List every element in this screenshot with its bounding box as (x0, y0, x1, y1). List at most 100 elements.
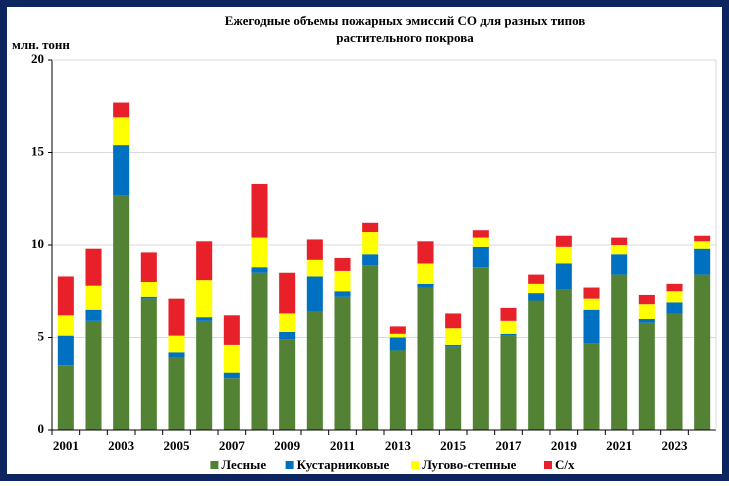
bar-segment (57, 365, 74, 430)
bar-segment (417, 287, 434, 430)
bar-segment (85, 248, 102, 286)
y-tick-label: 20 (31, 51, 44, 66)
bar-segment (306, 276, 323, 312)
bar-segment (57, 276, 74, 316)
bar-segment (694, 235, 711, 242)
bar-segment (583, 343, 600, 430)
bar-segment (334, 257, 351, 271)
bar-segment (555, 235, 572, 247)
bar-segment (113, 117, 130, 146)
bar-segment (694, 241, 711, 249)
bar-segment (638, 304, 655, 319)
legend-label: Лесные (221, 457, 266, 472)
legend-swatch (210, 461, 219, 469)
y-axis-label: млн. тонн (12, 37, 70, 52)
x-tick-label: 2015 (440, 438, 467, 453)
bar-segment (389, 333, 406, 338)
bar-segment (611, 245, 628, 255)
bar-segment (168, 335, 185, 353)
bar-segment (113, 195, 130, 430)
y-tick-label: 15 (31, 143, 45, 158)
bar-segment (334, 270, 351, 292)
bar-segment (389, 326, 406, 334)
bar-segment (445, 344, 462, 347)
y-tick-label: 10 (31, 236, 44, 251)
legend-swatch (544, 461, 552, 469)
bar-segment (196, 317, 213, 321)
bar-segment (500, 320, 517, 334)
bar-segment (417, 263, 434, 284)
bar-segment (362, 232, 379, 255)
x-tick-label: 2019 (551, 438, 578, 453)
bar-segment (251, 237, 268, 268)
bar-segment (555, 263, 572, 290)
bar-segment (666, 313, 683, 430)
bar-segment (528, 274, 545, 284)
bar-segment (251, 272, 268, 430)
x-tick-label: 2023 (662, 438, 689, 453)
bar-segment (583, 298, 600, 310)
bar-segment (85, 309, 102, 321)
bar-segment (472, 246, 489, 268)
bar-segment (223, 372, 240, 379)
bar-segment (500, 333, 517, 336)
bar-segment (638, 322, 655, 430)
bar-segment (389, 350, 406, 430)
x-tick-label: 2009 (274, 438, 301, 453)
legend-label: Кустарниковые (297, 457, 390, 472)
bar-segment (334, 291, 351, 297)
bar-segment (694, 274, 711, 430)
bar-segment (666, 291, 683, 303)
bar-segment (389, 337, 406, 351)
bar-segment (279, 331, 296, 340)
bar-segment (472, 237, 489, 247)
bar-segment (140, 296, 157, 299)
bar-segment (140, 282, 157, 297)
x-tick-label: 2005 (164, 438, 191, 453)
x-tick-label: 2021 (606, 438, 632, 453)
bar-segment (362, 222, 379, 233)
bar-segment (583, 287, 600, 299)
bar-segment (57, 335, 74, 366)
bar-segment (528, 300, 545, 430)
bar-segment (334, 296, 351, 430)
bar-segment (251, 183, 268, 238)
y-tick-label: 0 (38, 421, 45, 436)
bar-segment (528, 283, 545, 294)
bar-segment (555, 246, 572, 264)
bar-segment (251, 267, 268, 273)
bar-segment (57, 315, 74, 336)
bar-segment (306, 311, 323, 430)
legend-swatch (285, 461, 294, 469)
bar-segment (168, 352, 185, 358)
bar-segment (279, 339, 296, 430)
bar-segment (528, 293, 545, 301)
bar-segment (223, 315, 240, 345)
x-tick-label: 2003 (108, 438, 135, 453)
bar-segment (168, 298, 185, 336)
bar-segment (445, 313, 462, 329)
bar-segment (196, 280, 213, 318)
bar-segment (445, 328, 462, 345)
bar-segment (417, 241, 434, 264)
bar-segment (113, 145, 130, 196)
bar-segment (168, 357, 185, 430)
bar-segment (638, 294, 655, 305)
bar-segment (555, 289, 572, 430)
bar-segment (113, 102, 130, 118)
bar-segment (638, 319, 655, 323)
legend-swatch (411, 461, 420, 469)
bar-segment (196, 320, 213, 430)
bar-segment (694, 248, 711, 275)
x-tick-label: 2011 (330, 438, 355, 453)
x-tick-label: 2007 (219, 438, 246, 453)
chart-title: Ежегодные объемы пожарных эмиссий СО для… (225, 13, 586, 28)
bar-segment (500, 307, 517, 321)
bar-segment (85, 285, 102, 310)
legend-label: С/х (555, 457, 575, 472)
bar-segment (140, 252, 157, 282)
x-tick-label: 2017 (496, 438, 523, 453)
y-tick-label: 5 (38, 328, 45, 343)
